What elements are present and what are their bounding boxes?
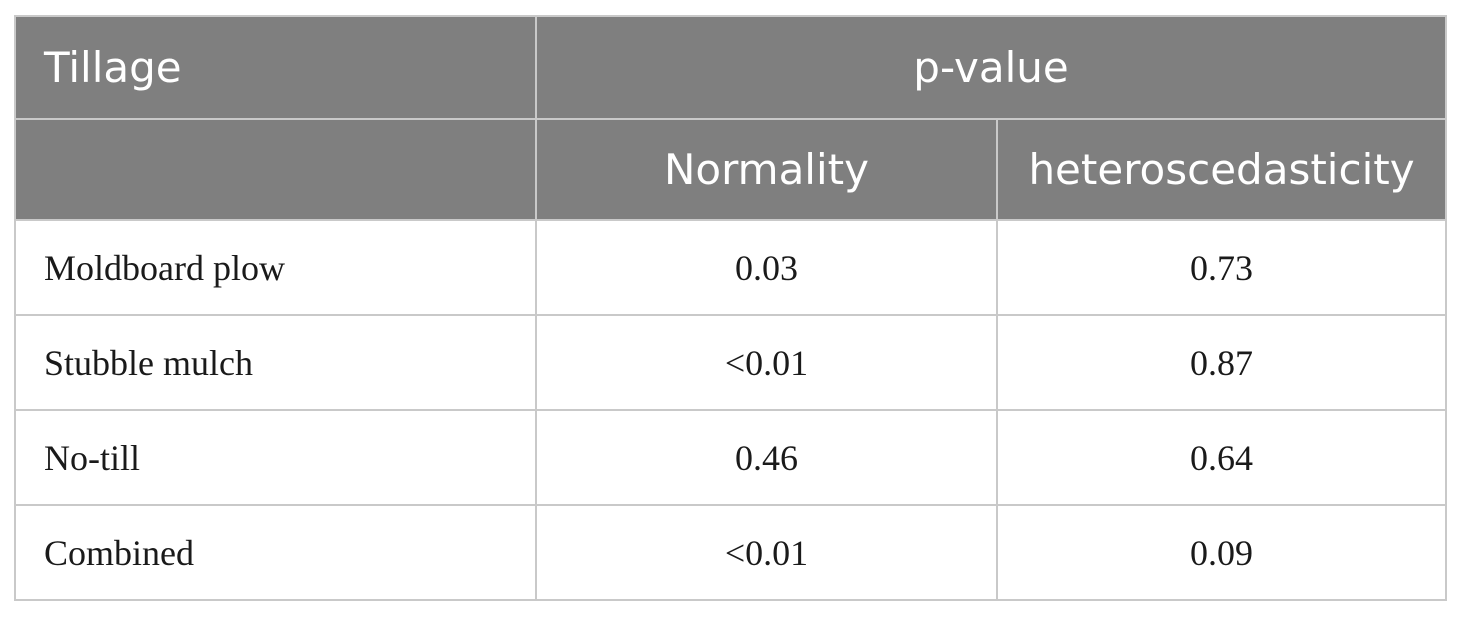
- row-tillage-cell: Stubble mulch: [14, 314, 537, 411]
- table-header: Tillage p-value Normality heteroscedasti…: [14, 15, 1448, 221]
- row-tillage-cell: No-till: [14, 409, 537, 506]
- header-normality: Normality: [535, 118, 998, 221]
- header-row-1: Tillage p-value: [14, 15, 1448, 120]
- row-normality-cell: <0.01: [535, 314, 998, 411]
- row-tillage-cell: Combined: [14, 504, 537, 601]
- row-normality-cell: <0.01: [535, 504, 998, 601]
- header-p-value: p-value: [534, 15, 1448, 120]
- row-heteroscedasticity-cell: 0.87: [995, 314, 1448, 411]
- p-value-table: Tillage p-value Normality heteroscedasti…: [14, 15, 1448, 601]
- row-normality-cell: 0.03: [535, 219, 998, 316]
- header-heteroscedasticity: heteroscedasticity: [995, 118, 1448, 221]
- header-tillage: Tillage: [14, 15, 537, 120]
- row-normality-cell: 0.46: [535, 409, 998, 506]
- table-row: Combined <0.01 0.09: [14, 504, 1448, 601]
- header-blank-cell: [14, 118, 537, 221]
- table-row: No-till 0.46 0.64: [14, 409, 1448, 506]
- statistics-table-container: Tillage p-value Normality heteroscedasti…: [14, 15, 1448, 601]
- row-heteroscedasticity-cell: 0.09: [995, 504, 1448, 601]
- row-heteroscedasticity-cell: 0.73: [995, 219, 1448, 316]
- row-tillage-cell: Moldboard plow: [14, 219, 537, 316]
- table-row: Stubble mulch <0.01 0.87: [14, 314, 1448, 411]
- table-row: Moldboard plow 0.03 0.73: [14, 219, 1448, 316]
- row-heteroscedasticity-cell: 0.64: [995, 409, 1448, 506]
- header-row-2: Normality heteroscedasticity: [14, 118, 1448, 221]
- table-body: Moldboard plow 0.03 0.73 Stubble mulch <…: [14, 219, 1448, 601]
